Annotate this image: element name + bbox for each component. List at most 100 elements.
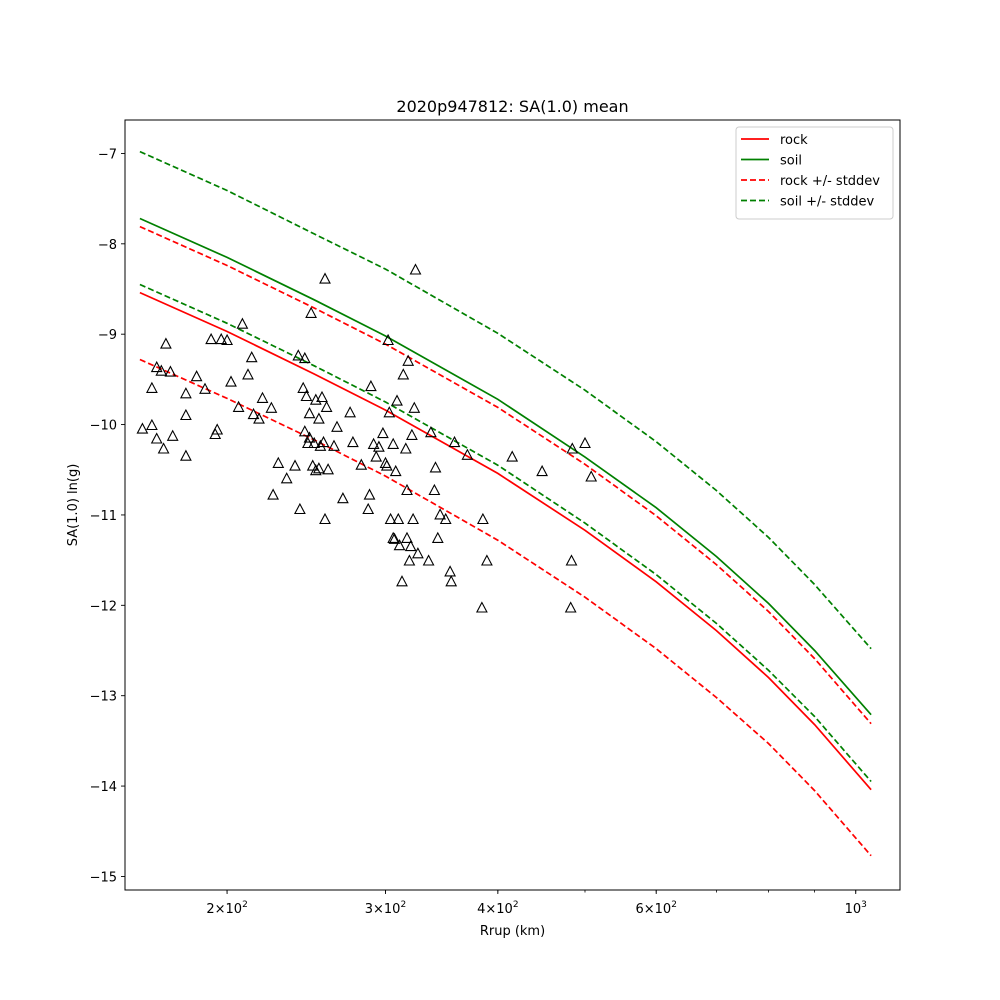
data-point-triangle bbox=[344, 406, 357, 418]
data-point-triangle bbox=[364, 379, 377, 392]
y-tick-label: −12 bbox=[90, 599, 117, 614]
series-line-soil-stddev-upper bbox=[139, 150, 872, 650]
data-point-triangle bbox=[384, 512, 397, 525]
data-point-triangle bbox=[439, 512, 452, 525]
data-point-triangle bbox=[301, 436, 314, 449]
data-point-triangle bbox=[396, 575, 408, 587]
x-tick-label: 6×102 bbox=[635, 900, 676, 917]
y-axis: −15 −14 −13 −12 −11 −10 −9 −8 −7 bbox=[90, 147, 125, 885]
data-point-triangle bbox=[232, 400, 245, 412]
data-point-triangle bbox=[190, 370, 203, 382]
x-tick-label: 4×102 bbox=[477, 900, 518, 917]
data-point-triangle bbox=[211, 423, 224, 435]
data-point-triangle bbox=[157, 442, 170, 454]
data-point-triangle bbox=[312, 462, 325, 474]
y-tick-label: −14 bbox=[90, 780, 117, 795]
data-point-triangle bbox=[383, 406, 396, 418]
data-point-triangle bbox=[585, 470, 598, 482]
data-point-triangle bbox=[309, 464, 322, 476]
data-point-triangle bbox=[382, 333, 395, 346]
data-point-triangle bbox=[387, 437, 400, 449]
data-point-triangle bbox=[242, 368, 254, 380]
data-point-triangle bbox=[265, 401, 278, 413]
data-point-triangle bbox=[367, 437, 380, 449]
series-line-rock-stddev-lower bbox=[139, 358, 872, 857]
data-point-triangle bbox=[579, 436, 591, 449]
data-point-triangle bbox=[215, 332, 228, 345]
data-point-triangle bbox=[402, 354, 415, 366]
data-point-triangle bbox=[256, 391, 269, 403]
data-point-triangle bbox=[225, 375, 237, 387]
data-point-triangle bbox=[221, 333, 234, 346]
y-tick-label: −13 bbox=[90, 690, 117, 705]
data-point-triangle bbox=[247, 407, 260, 420]
data-point-triangle bbox=[407, 512, 420, 525]
data-point-triangle bbox=[179, 387, 192, 399]
series-line-soil-stddev-lower bbox=[139, 283, 872, 783]
data-point-triangle bbox=[389, 464, 402, 477]
data-point-triangle bbox=[159, 337, 172, 349]
data-point-triangle bbox=[362, 502, 375, 515]
data-point-triangle bbox=[308, 436, 321, 449]
data-point-triangle bbox=[475, 601, 488, 613]
legend-box bbox=[735, 126, 894, 220]
data-point-triangle bbox=[404, 539, 417, 552]
data-point-triangle bbox=[292, 349, 305, 361]
data-point-triangle bbox=[272, 456, 285, 468]
data-point-triangle bbox=[298, 351, 311, 364]
data-point-triangle bbox=[424, 426, 437, 438]
series-line-soil bbox=[139, 217, 872, 716]
data-point-triangle bbox=[408, 401, 421, 413]
data-point-triangle bbox=[316, 390, 328, 403]
legend-label: soil +/- stddev bbox=[780, 195, 875, 210]
data-point-triangle bbox=[428, 483, 441, 496]
data-point-triangle bbox=[145, 381, 158, 393]
data-point-triangle bbox=[565, 554, 578, 566]
data-point-triangle bbox=[376, 426, 389, 439]
data-point-triangle bbox=[448, 435, 461, 448]
data-point-triangle bbox=[422, 554, 435, 566]
data-point-triangle bbox=[564, 601, 577, 613]
x-tick-label: 103 bbox=[845, 900, 867, 917]
data-point-triangle bbox=[164, 365, 177, 377]
y-tick-label: −7 bbox=[98, 147, 117, 162]
data-point-triangle bbox=[355, 458, 368, 470]
data-point-triangle bbox=[403, 554, 416, 566]
data-point-triangle bbox=[380, 459, 393, 471]
data-point-triangle bbox=[405, 428, 418, 440]
legend-label: rock bbox=[780, 133, 808, 148]
legend: rock soil rock +/- stddev soil +/- stddev bbox=[735, 126, 894, 220]
data-point-triangle bbox=[370, 450, 383, 462]
data-point-triangle bbox=[298, 425, 311, 437]
y-tick-label: −11 bbox=[90, 509, 117, 524]
data-point-triangle bbox=[319, 512, 331, 525]
data-point-triangle bbox=[155, 364, 168, 376]
series-line-rock-stddev-upper bbox=[139, 225, 872, 725]
y-axis-label: SA(1.0) ln(g) bbox=[66, 464, 81, 547]
data-point-triangle bbox=[245, 351, 258, 363]
data-point-triangle bbox=[480, 554, 493, 566]
data-point-triangle bbox=[476, 512, 489, 525]
data-point-triangle bbox=[434, 508, 447, 520]
data-point-triangle bbox=[150, 432, 163, 444]
data-point-triangle bbox=[401, 483, 413, 496]
legend-label: soil bbox=[780, 154, 802, 169]
data-point-triangle bbox=[179, 408, 192, 421]
y-tick-label: −8 bbox=[98, 238, 117, 253]
data-point-triangle bbox=[320, 400, 333, 412]
y-tick-label: −9 bbox=[98, 328, 117, 343]
data-point-triangle bbox=[305, 306, 318, 318]
data-point-triangle bbox=[145, 418, 158, 431]
data-point-triangle bbox=[506, 450, 519, 462]
observation-markers bbox=[136, 263, 598, 613]
data-point-triangle bbox=[136, 422, 149, 434]
data-point-triangle bbox=[319, 272, 331, 284]
data-point-triangle bbox=[429, 461, 442, 473]
data-point-triangle bbox=[253, 412, 265, 424]
x-axis: 2×102 3×102 4×102 6×102 103 bbox=[206, 890, 867, 917]
data-point-triangle bbox=[280, 472, 293, 484]
data-point-triangle bbox=[303, 407, 316, 419]
data-point-triangle bbox=[236, 317, 249, 329]
data-point-triangle bbox=[388, 532, 401, 544]
